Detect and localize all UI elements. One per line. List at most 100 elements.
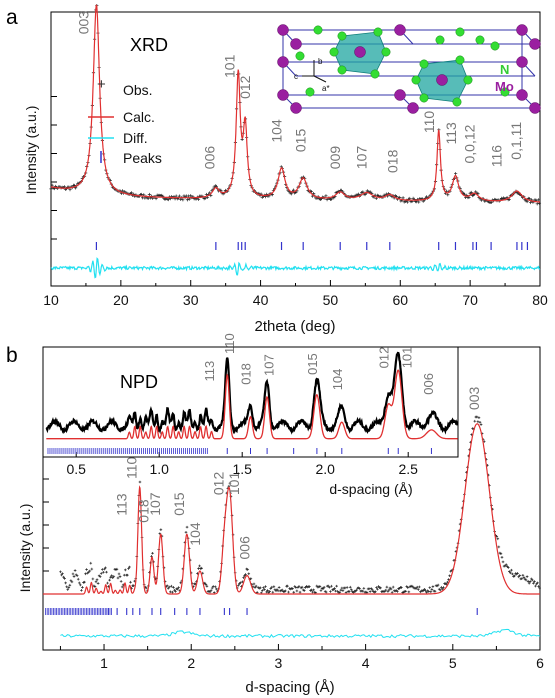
panel-b-observed-point	[94, 580, 98, 584]
panel-b-observed-point	[513, 574, 516, 578]
panel-b-observed-point	[261, 589, 264, 592]
panel-b-observed-point	[333, 587, 336, 590]
panel-b-observed-point	[518, 574, 522, 577]
panel-b-observed-point	[268, 590, 272, 593]
panel-a-observed-point	[68, 188, 72, 192]
panel-b-x-tick-label: 3	[275, 655, 283, 671]
panel-b-observed-point	[80, 589, 83, 592]
panel-b-observed-point	[528, 580, 532, 583]
panel-b-observed-point	[203, 581, 207, 585]
molybdenum-atom	[394, 24, 406, 36]
structure-atoms	[277, 24, 541, 114]
panel-a-observed-point	[446, 193, 450, 197]
panel-b-observed-point	[321, 587, 325, 591]
panel-b-observed-point	[404, 589, 408, 593]
panel-a-x-tick-label: 40	[253, 292, 269, 308]
panel-b-observed-point	[362, 587, 366, 590]
panel-b-observed-point	[475, 415, 479, 419]
panel-b-observed-point	[264, 585, 267, 588]
inset-reflection-label: 110	[222, 333, 237, 354]
panel-b-observed-point	[171, 590, 174, 594]
panel-b-observed-point	[479, 423, 483, 426]
panel-b-observed-point	[345, 586, 349, 589]
structure-label-mo: Mo	[495, 79, 514, 94]
panel-b-observed-point	[436, 583, 440, 587]
panel-b-observed-point	[298, 590, 302, 594]
nitrogen-atom	[452, 97, 462, 107]
panel-b-observed-point	[438, 588, 442, 592]
panel-b-observed-point	[509, 571, 512, 575]
panel-b-observed-point	[531, 578, 534, 582]
panel-a-reflection-label: 012	[237, 75, 253, 99]
panel-b-observed-point	[524, 578, 528, 582]
panel-b-observed-point	[389, 587, 393, 591]
panel-a-diff-series	[50, 257, 541, 279]
panel-b-x-tick-label: 2	[187, 655, 195, 671]
inset-peak-markers	[47, 448, 432, 454]
panel-b-observed-point	[126, 573, 129, 577]
panel-a-observed-point	[361, 190, 365, 194]
panel-b-observed-point	[335, 584, 338, 588]
panel-b-observed-point	[108, 578, 111, 582]
panel-b-observed-point	[425, 590, 428, 594]
panel-b-observed-point	[376, 587, 379, 591]
panel-b-observed-point	[104, 566, 107, 570]
panel-a-reflection-label: 018	[384, 149, 400, 173]
panel-a-observed-point	[120, 189, 125, 193]
legend-calc: Calc.	[123, 109, 155, 125]
nitrogen-atom	[337, 65, 347, 75]
panel-b-observed-point	[105, 570, 108, 574]
nitrogen-atom	[435, 35, 445, 45]
panel-b-observed-point	[407, 590, 411, 594]
panel-b-observed-point	[369, 587, 373, 590]
panel-b-x-axis-label: d-spacing (Å)	[245, 679, 334, 696]
panel-b-observed-point	[347, 590, 351, 593]
panel-b-observed-point	[355, 588, 358, 592]
panel-b-reflection-label: 113	[114, 493, 130, 516]
panel-b-x-tick-label: 1	[100, 655, 108, 671]
panel-b-x-tick-labels: 1 2 3 4 5 6	[100, 655, 544, 671]
unit-cell-outline	[282, 29, 536, 109]
panel-b-observed-point	[184, 530, 188, 534]
panel-b-observed-point	[237, 584, 240, 587]
panel-b-observed-point	[65, 585, 69, 589]
inset-x-axis-label: d-spacing (Å)	[329, 481, 412, 497]
panel-b-observed-point	[521, 573, 525, 577]
inset-reflection-label: 113	[202, 361, 217, 382]
panel-b-observed-point	[174, 590, 177, 593]
panel-a-legend: + Obs. Calc. Diff. Peaks	[88, 76, 162, 166]
panel-b-observed-point	[128, 565, 131, 569]
panel-a-observed-point	[196, 197, 201, 201]
panel-b-observed-point	[318, 585, 322, 588]
molybdenum-atom	[290, 38, 302, 50]
inset-reflection-label: 104	[330, 369, 345, 391]
panel-b-observed-point	[252, 582, 256, 586]
panel-b-observed-point	[496, 537, 500, 541]
panel-b-observed-point	[185, 525, 189, 529]
panel-a-letter: a	[6, 6, 18, 29]
molybdenum-atom	[277, 89, 289, 101]
panel-a-y-axis-label: Intensity (a.u.)	[23, 106, 39, 195]
panel-b-observed-point	[330, 584, 333, 588]
panel-b-observed-point	[95, 578, 99, 582]
panel-a-reflection-label: 101	[222, 54, 238, 78]
panel-a-reflection-label: 006	[201, 146, 217, 170]
panel-a-observed-point	[401, 196, 405, 200]
panel-b-observed-point	[302, 589, 306, 592]
structure-axis-c: c	[294, 72, 298, 81]
panel-b-observed-point	[286, 584, 289, 588]
panel-b-diff-series	[60, 628, 541, 639]
panel-a-observed-point	[181, 198, 185, 202]
molybdenum-atom	[529, 102, 541, 114]
inset-x-tick-label: 1.5	[232, 461, 252, 477]
panel-b-observed-point	[495, 535, 499, 538]
panel-b-observed-point	[89, 561, 93, 565]
panel-b-reflection-label: 015	[171, 492, 187, 516]
panel-b-observed-point	[170, 584, 173, 588]
panel-b-observed-point	[59, 570, 62, 574]
nitrogen-atom	[305, 87, 315, 97]
panel-b-observed-point	[374, 590, 377, 594]
inset-x-tick-labels: 0.5 1.0 1.5 2.0 2.5	[66, 461, 418, 477]
panel-b-observed-point	[532, 581, 535, 585]
panel-b-observed-point	[247, 572, 251, 576]
